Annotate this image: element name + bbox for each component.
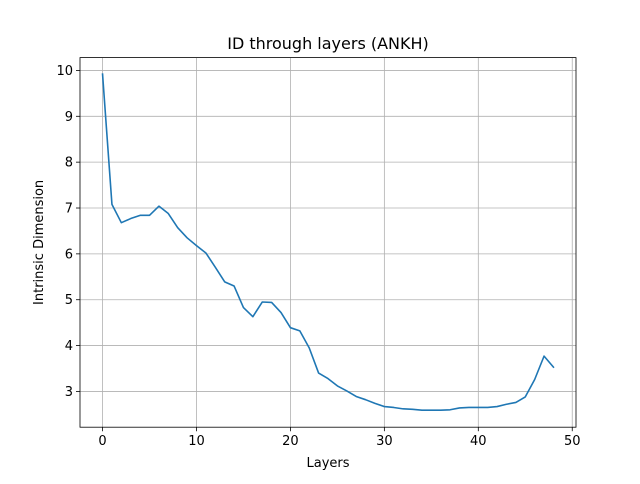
y-tick-label: 6	[65, 247, 73, 262]
y-tick-label: 5	[65, 293, 73, 308]
series-layer	[101, 73, 555, 412]
plot-frame	[79, 57, 577, 428]
x-tick-label: 30	[376, 434, 393, 449]
grid	[80, 57, 576, 428]
x-tick-label: 50	[564, 434, 581, 449]
y-tick-label: 10	[56, 64, 73, 79]
chart-title: ID through layers (ANKH)	[227, 34, 429, 53]
y-tick-label: 3	[65, 385, 73, 400]
y-tick-label: 7	[65, 202, 73, 217]
ticks: 0 10 20 30 40 50 3 4 5 6 7 8 9 10	[56, 64, 580, 449]
y-axis-label: Intrinsic Dimension	[32, 180, 47, 305]
x-tick-label: 10	[188, 434, 205, 449]
y-tick-label: 4	[65, 339, 73, 354]
x-tick-label: 20	[282, 434, 299, 449]
series-line	[101, 73, 555, 412]
x-tick-label: 0	[98, 434, 106, 449]
x-tick-label: 40	[470, 434, 487, 449]
x-axis-label: Layers	[306, 456, 349, 471]
y-tick-label: 8	[65, 156, 73, 171]
y-tick-label: 9	[65, 110, 73, 125]
